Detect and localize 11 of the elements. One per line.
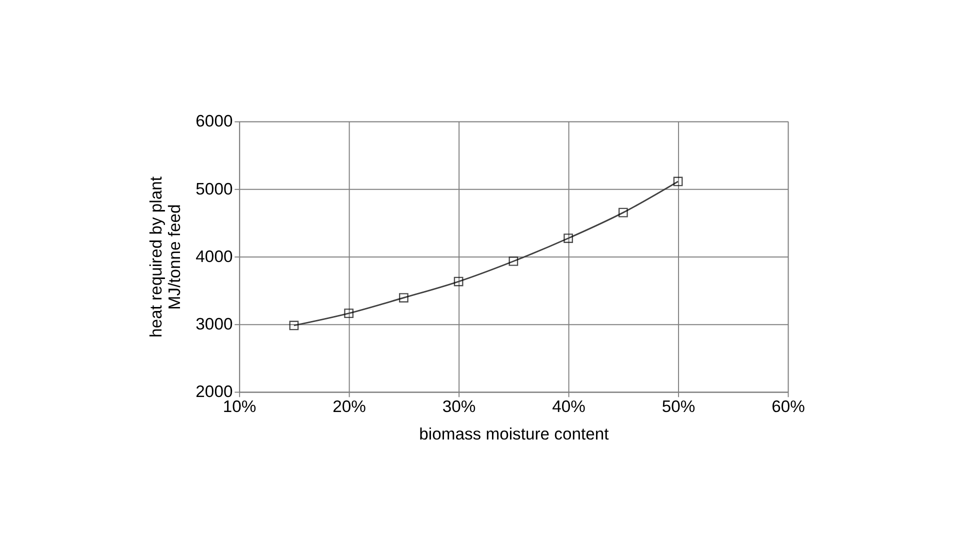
x-tick-label: 60% <box>772 396 806 416</box>
y-tick-label: 4000 <box>196 246 233 266</box>
x-axis-title: biomass moisture content <box>419 424 610 444</box>
x-tick-label: 40% <box>552 396 586 416</box>
x-tick-label: 30% <box>442 396 476 416</box>
y-tick-label: 5000 <box>196 179 233 198</box>
x-tick-label: 50% <box>662 396 696 416</box>
y-tick-label: 6000 <box>196 112 233 131</box>
y-tick-label: 3000 <box>196 314 233 334</box>
x-tick-label: 20% <box>332 396 366 416</box>
y-axis-title: heat required by plant MJ/tonne feed <box>146 176 184 338</box>
